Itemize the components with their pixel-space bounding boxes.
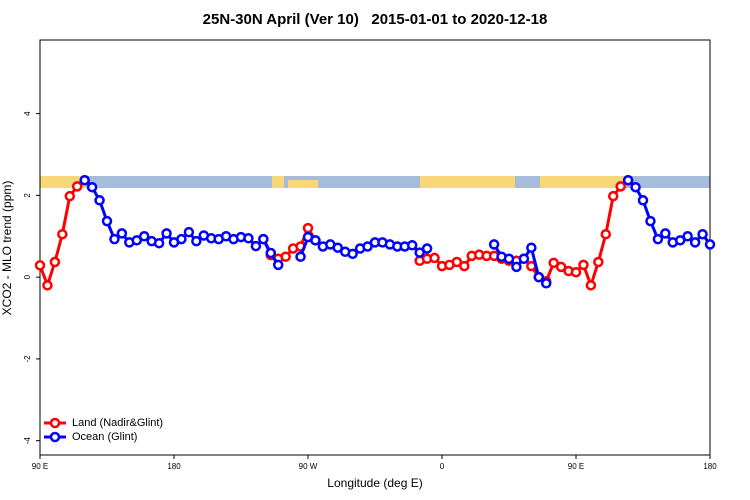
data-point: [429, 252, 440, 264]
series-line: [38, 179, 630, 290]
data-point: [689, 237, 701, 248]
data-point: [414, 247, 425, 258]
data-point: [630, 181, 641, 193]
x-tick-label: 90 W: [299, 462, 318, 471]
data-point: [645, 215, 656, 227]
y-tick-label: 4: [23, 111, 32, 116]
legend-swatch-point: [49, 417, 61, 429]
data-point: [332, 242, 344, 253]
data-point: [310, 235, 321, 246]
data-point: [258, 233, 269, 245]
legend-label: Land (Nadir&Glint): [72, 417, 163, 429]
data-point: [421, 243, 433, 254]
chart-title: 25N-30N April (Ver 10) 2015-01-01 to 202…: [203, 11, 548, 28]
data-point: [86, 181, 98, 193]
data-point: [243, 233, 254, 244]
x-axis-label: Longitude (deg E): [327, 476, 422, 490]
data-point: [585, 280, 597, 291]
data-point: [622, 174, 634, 186]
data-point: [295, 251, 306, 262]
data-point: [347, 248, 358, 260]
data-point: [518, 253, 530, 264]
legend: Land (Nadir&Glint) Ocean (Glint): [44, 417, 163, 443]
data-point: [600, 228, 612, 240]
data-point: [64, 190, 76, 202]
y-axis-label: XCO2 - MLO trend (ppm): [0, 181, 14, 316]
data-point: [34, 260, 46, 271]
data-point: [302, 222, 314, 234]
data-point: [540, 278, 552, 289]
x-tick-label: 180: [167, 462, 181, 471]
data-point: [503, 253, 515, 264]
land-mask-strip: [40, 176, 710, 188]
data-point: [280, 251, 291, 262]
legend-label: Ocean (Glint): [72, 431, 137, 443]
data-point: [555, 261, 567, 273]
data-point: [183, 226, 195, 238]
legend-swatch-point: [49, 431, 61, 443]
data-point: [704, 239, 716, 250]
data-point: [71, 181, 83, 192]
data-point: [250, 240, 262, 252]
data-point: [548, 257, 559, 269]
data-point: [682, 231, 693, 242]
data-point: [191, 235, 202, 247]
data-point: [131, 235, 143, 246]
data-point: [272, 259, 284, 271]
y-tick-label: 0: [23, 274, 32, 279]
data-point: [94, 195, 105, 206]
data-point: [578, 259, 589, 271]
data-point: [511, 261, 522, 273]
data-point: [49, 256, 61, 268]
data-point: [607, 190, 619, 202]
data-point: [674, 235, 686, 246]
data-point: [79, 174, 90, 186]
data-point: [406, 240, 418, 251]
data-point: [161, 228, 172, 239]
data-point: [660, 228, 671, 239]
data-point: [265, 247, 277, 259]
data-point: [637, 195, 649, 206]
data-point: [697, 228, 708, 240]
data-point: [138, 231, 150, 242]
data-point: [153, 237, 165, 249]
data-point: [526, 242, 537, 253]
x-tick-label: 90 E: [568, 462, 584, 471]
data-point: [533, 271, 545, 283]
data-point: [57, 228, 68, 240]
data-point: [451, 256, 463, 268]
y-tick-label: 2: [23, 193, 32, 198]
data-point: [116, 228, 128, 239]
data-point: [593, 256, 604, 268]
data-point: [570, 266, 582, 278]
data-point: [488, 239, 500, 250]
data-point: [109, 233, 120, 245]
data-point: [652, 233, 664, 245]
data-point: [176, 233, 187, 245]
x-tick-label: 0: [440, 462, 445, 471]
data-point: [459, 260, 470, 272]
data-point: [615, 181, 626, 192]
x-tick-label: 90 E: [32, 462, 48, 471]
data-point: [362, 241, 373, 252]
data-point: [101, 215, 113, 227]
data-point: [42, 280, 53, 291]
x-tick-label: 180: [703, 462, 717, 471]
y-tick-label: -2: [23, 355, 32, 363]
y-tick-label: -4: [23, 437, 32, 445]
